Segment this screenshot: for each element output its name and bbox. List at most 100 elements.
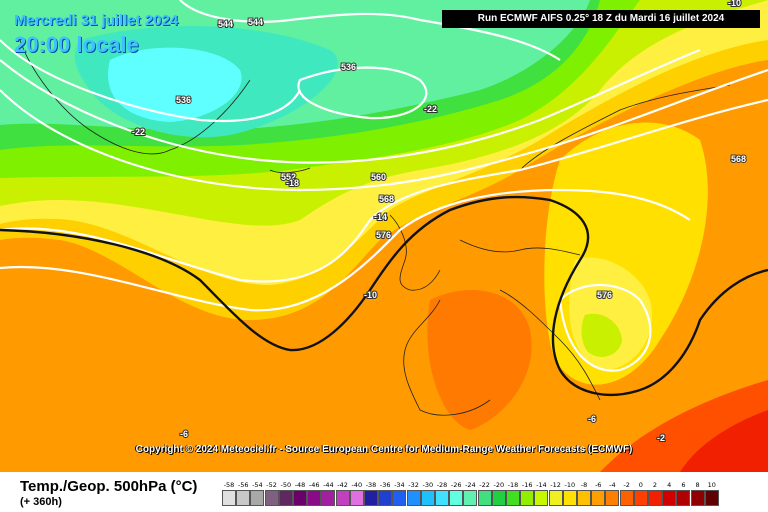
temp-label-minus-22-a: -22 [132,127,145,137]
temp-label-minus-6-b: -6 [588,414,596,424]
legend-scale-value: -50 [280,481,292,489]
legend-scale-value: -16 [521,481,533,489]
legend-scale-value: -2 [623,481,630,489]
geo-label-536-a: 536 [176,95,191,105]
legend-scale-value: -38 [365,481,377,489]
legend-scale-swatch [435,490,449,506]
legend-title: Temp./Geop. 500hPa (°C) [20,478,198,495]
model-run-label: Run ECMWF AIFS 0.25° 18 Z du Mardi 16 ju… [442,10,760,28]
legend-scale-value: -46 [308,481,320,489]
legend-scale-value: -22 [479,481,490,489]
map-canvas: 544 544 536 536 552 560 568 576 576 568 … [0,0,768,472]
temp-label-minus-6-a: -6 [180,429,188,439]
legend-scale-value: -24 [465,481,476,489]
temp-label-minus-2: -2 [657,433,665,443]
legend-scale-swatch [648,490,662,506]
legend-scale-swatch [392,490,407,506]
legend-scale-swatch [491,490,506,506]
scandinavia-coast [519,84,731,171]
legend-scale-value: 2 [652,481,658,489]
legend-scale-value: -4 [609,481,616,489]
geo-label-552: 552 [281,172,296,182]
legend-scale-swatch [222,490,236,506]
contour-576-closed [558,283,652,372]
legend-scale-value: -6 [594,481,602,489]
temp-band-cold-pool-minus-14 [581,313,622,357]
copyright-text: Copyright © 2024 Meteociel.fr - Source E… [135,444,633,455]
legend-scale-swatch [591,490,606,506]
legend-scale-swatch [264,490,279,506]
temp-label-minus-18: -18 [286,178,299,188]
legend-scale-swatch [619,490,634,506]
legend-scale-swatch [420,490,435,506]
legend-bar: Temp./Geop. 500hPa (°C) (+ 360h) -58 -56-… [0,472,768,512]
weather-map: 544 544 536 536 552 560 568 576 576 568 … [0,0,768,472]
north-europe-coast [459,239,581,256]
temp-band-minus-24 [108,47,242,122]
legend-scale-swatch [506,490,520,506]
geo-label-568: 568 [379,194,394,204]
legend-scale-value: 10 [707,481,716,489]
legend-scale-value: -10 [564,481,576,489]
legend-scale-swatch [577,490,591,506]
legend-scale-swatch [662,490,677,506]
legend-scale-swatch [364,490,378,506]
british-isles-coast [389,214,441,291]
legend-scale-value: -20 [493,481,505,489]
legend-scale-swatch [548,490,563,506]
contour-544 [0,39,301,122]
contour-560 [0,68,768,192]
geo-label-544-a: 544 [218,19,233,29]
legend-scale-value: 0 [638,481,643,489]
legend-scale-swatch [293,490,307,506]
forecast-time-title: 20:00 locale [14,32,139,57]
temp-band-minus-4 [427,290,532,430]
legend-scale-swatch [278,490,293,506]
geo-label-568-b: 568 [731,154,746,164]
geopotential-labels: 544 544 536 536 552 560 568 576 576 568 [175,16,747,301]
legend-scale-value: -44 [323,481,334,489]
contour-576-a [0,188,691,312]
italy-coast [499,289,601,401]
legend-scale-value: -36 [379,481,391,489]
legend-scale-value: 4 [667,481,672,489]
legend-scale-swatch [349,490,364,506]
contour-568 [0,98,768,283]
isotherm-lines [0,195,768,397]
contour-552 [0,48,701,164]
legend-scale-swatch [463,490,478,506]
temperature-labels: -22 -22 -18 -14 -10 -6 -6 -2 -10 [131,0,742,444]
legend-scale-value: -34 [394,481,405,489]
legend-scale-swatch [406,490,421,506]
temp-label-minus-10-b: -10 [728,0,741,8]
legend-scale-swatch [477,490,492,506]
legend-scale-swatch [520,490,535,506]
legend-scale-swatch [562,490,577,506]
geo-label-536-b: 536 [341,62,356,72]
legend-scale-swatch [704,490,719,506]
legend-scale-value: -32 [408,481,419,489]
legend-scale-swatch [690,490,705,506]
legend-scale-value: -30 [422,481,434,489]
legend-scale-swatch [307,490,322,506]
legend-scale-swatch [605,490,620,506]
legend-scale-value: -48 [294,481,306,489]
geo-label-576-b: 576 [597,290,612,300]
geo-label-544-b: 544 [248,17,263,27]
legend-scale-value: -26 [450,481,462,489]
temp-label-minus-22-b: -22 [424,104,437,114]
temp-label-minus-14: -14 [374,212,387,222]
legend-scale-value: -58 [223,481,235,489]
legend-scale-swatch [633,490,648,506]
legend-scale-swatch [250,490,265,506]
legend-scale-value: -18 [507,481,519,489]
iceland-coast [269,167,311,174]
contour-536-closed [297,66,428,120]
legend-scale-swatch [449,490,464,506]
legend-scale-value: 8 [695,481,700,489]
legend-scale-value: -14 [536,481,547,489]
legend-subtitle: (+ 360h) [20,496,62,508]
iberia-coast [403,299,491,416]
legend-scale-value: -12 [550,481,561,489]
legend-scale-swatch [378,490,393,506]
